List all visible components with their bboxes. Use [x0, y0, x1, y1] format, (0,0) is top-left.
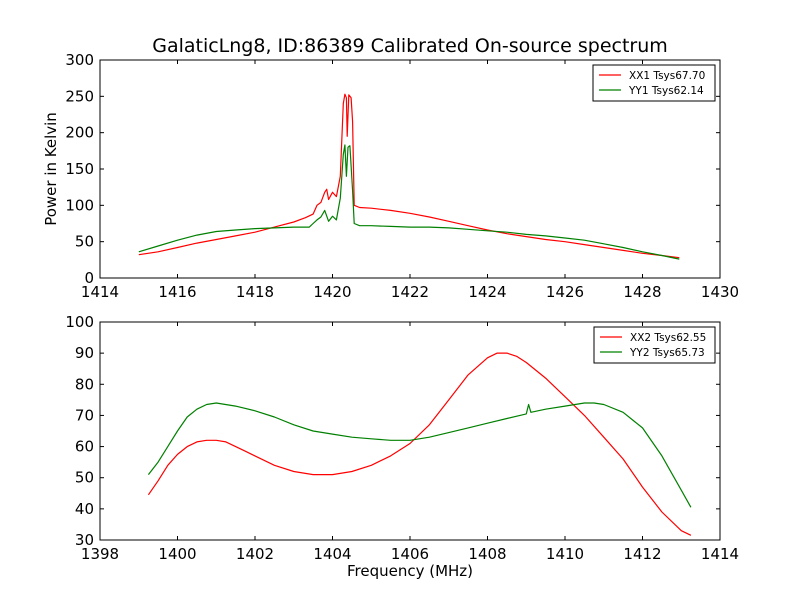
bottom-ytick-label: 70 [75, 406, 94, 424]
bottom-legend: XX2 Tsys62.55 YY2 Tsys65.73 [593, 326, 716, 364]
bottom-ytick-label: 30 [75, 531, 94, 549]
top-xtick-label: 1430 [701, 283, 739, 301]
bottom-xtick-label: 1400 [158, 545, 196, 563]
bottom-xtick-label: 1404 [313, 545, 351, 563]
top-xtick-label: 1424 [468, 283, 506, 301]
top-xtick-label: 1414 [81, 283, 119, 301]
top-axes-frame [99, 59, 721, 279]
top-series-group [138, 93, 680, 260]
figure-title: GalaticLng8, ID:86389 Calibrated On-sour… [152, 35, 668, 57]
top-xtick-label: 1422 [391, 283, 429, 301]
top-ytick-label: 0 [84, 269, 94, 287]
bottom-series-line-2 [147, 402, 692, 508]
bottom-ytick-label: 50 [75, 469, 94, 487]
top-xtick-label: 1428 [623, 283, 661, 301]
top-xtick-label: 1426 [546, 283, 584, 301]
top-legend-label-1: XX1 Tsys67.70 [629, 70, 705, 82]
bottom-legend-box [593, 326, 716, 364]
bottom-axes-frame [99, 321, 721, 541]
bottom-legend-label-2: YY2 Tsys65.73 [629, 347, 705, 359]
bottom-ytick-label: 40 [75, 500, 94, 518]
bottom-ytick-label: 60 [75, 438, 94, 456]
top-ytick-label: 250 [65, 87, 94, 105]
bottom-ytick-label: 80 [75, 375, 94, 393]
top-ticks: 1414 1416 1418 1420 1422 1424 1426 1428 1430 0 50 1… [65, 51, 739, 301]
top-legend-label-2: YY1 Tsys62.14 [628, 85, 704, 97]
bottom-ytick-label: 100 [65, 313, 94, 331]
top-series-line-1 [138, 93, 680, 259]
bottom-spectrum-plot: Frequency (MHz) 1398 1400 1402 1404 1406 1408… [65, 313, 739, 580]
bottom-xtick-label: 1398 [81, 545, 119, 563]
bottom-xtick-label: 1402 [236, 545, 274, 563]
top-ytick-label: 50 [75, 233, 94, 251]
top-ytick-label: 100 [65, 196, 94, 214]
bottom-ticks: 1398 1400 1402 1404 1406 1408 1410 1412 1414 30 40… [65, 313, 739, 563]
top-xtick-label: 1416 [158, 283, 196, 301]
top-ytick-label: 200 [65, 124, 94, 142]
top-xtick-label: 1418 [236, 283, 274, 301]
bottom-xtick-label: 1406 [391, 545, 429, 563]
bottom-series-group [147, 352, 692, 536]
top-xtick-label: 1420 [313, 283, 351, 301]
top-legend: XX1 Tsys67.70 YY1 Tsys62.14 [592, 64, 716, 102]
bottom-xtick-label: 1410 [546, 545, 584, 563]
bottom-xtick-label: 1412 [623, 545, 661, 563]
top-ytick-label: 150 [65, 160, 94, 178]
bottom-xtick-label: 1414 [701, 545, 739, 563]
bottom-xtick-label: 1408 [468, 545, 506, 563]
top-spectrum-plot: Power in Kelvin 1414 1416 1418 1420 1422 1424… [42, 51, 739, 301]
top-ytick-label: 300 [65, 51, 94, 69]
bottom-series-line-1 [147, 352, 692, 536]
top-legend-box [592, 64, 716, 102]
bottom-ytick-label: 90 [75, 344, 94, 362]
bottom-xlabel: Frequency (MHz) [347, 562, 473, 580]
top-ylabel: Power in Kelvin [42, 112, 60, 226]
bottom-legend-label-1: XX2 Tsys62.55 [630, 332, 706, 344]
top-series-line-2 [138, 144, 680, 260]
